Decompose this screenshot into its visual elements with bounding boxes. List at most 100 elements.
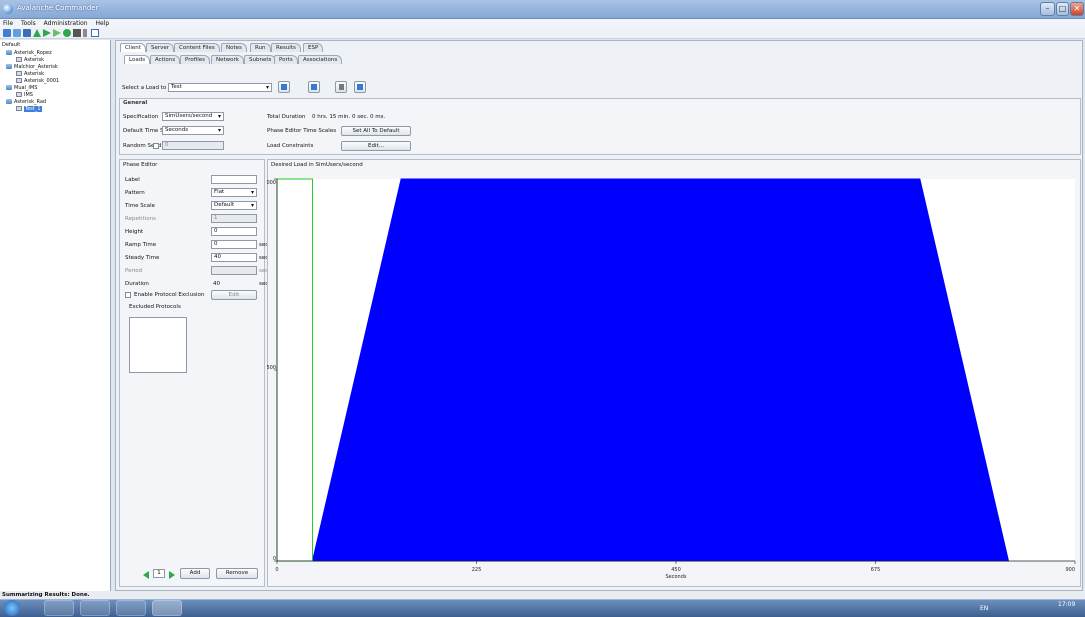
period-label: Period: [125, 268, 143, 274]
phase-editor-time-scales-label: Phase Editor Time Scales: [267, 128, 337, 134]
ramp-time-label: Ramp Time: [125, 242, 157, 248]
tab-run[interactable]: Run: [250, 43, 271, 52]
next-phase-icon[interactable]: [169, 571, 175, 579]
clock-time[interactable]: 17:09: [1058, 601, 1076, 608]
test-document-icon: [16, 92, 22, 97]
chart-title: Desired Load in SimUsers/second: [271, 162, 363, 168]
x-tick-label: 450: [671, 567, 681, 573]
delete-load-button[interactable]: [335, 81, 347, 93]
stop-icon[interactable]: [73, 29, 81, 37]
steady-time-input[interactable]: 40: [211, 253, 257, 262]
phase-time-scale-select[interactable]: Default: [211, 201, 257, 210]
random-seed-input[interactable]: 0: [162, 141, 224, 150]
load-constraints-edit-button[interactable]: Edit...: [341, 141, 411, 151]
specification-select[interactable]: SimUsers/second: [162, 112, 224, 121]
taskbar-app-icon[interactable]: [116, 600, 146, 616]
test-tree-panel: Default Asterisk_Ropez Asterisk Malchior…: [0, 40, 111, 591]
minimize-button[interactable]: –: [1040, 2, 1055, 16]
tree-item-asterisk[interactable]: Asterisk: [16, 57, 44, 64]
tab-client[interactable]: Client: [120, 43, 146, 52]
tree-item-asterisk-rad[interactable]: Asterisk_Rad: [6, 99, 46, 106]
repetitions-label: Repetitions: [125, 216, 156, 222]
tab-content-files[interactable]: Content Files: [174, 43, 220, 52]
x-tick-label: 675: [871, 567, 881, 573]
random-seed-checkbox[interactable]: [153, 143, 159, 149]
set-all-to-default-button[interactable]: Set All To Default: [341, 126, 411, 136]
x-axis-label: Seconds: [665, 574, 686, 580]
enable-protocol-exclusion-checkbox[interactable]: [125, 292, 131, 298]
test-document-icon: [16, 57, 22, 62]
default-time-scale-select[interactable]: Seconds: [162, 126, 224, 135]
run-next-icon[interactable]: [53, 29, 61, 37]
taskbar-avalanche-icon[interactable]: [152, 600, 182, 616]
tree-item-default[interactable]: Default: [2, 42, 21, 48]
tree-item-mual-ims[interactable]: Mual_IMS: [6, 85, 37, 92]
tree-item-malchior-asterisk[interactable]: Malchior_Asterisk: [6, 64, 58, 71]
x-tick-label: 225: [472, 567, 482, 573]
load-select[interactable]: Test: [168, 83, 272, 92]
tree-item-asterisk-0001[interactable]: Asterisk_0001: [16, 78, 59, 85]
maximize-button[interactable]: □: [1056, 2, 1069, 16]
tab-network[interactable]: Network: [211, 55, 244, 64]
previous-phase-icon[interactable]: [143, 571, 149, 579]
select-load-label: Select a Load to Edit:: [122, 85, 181, 91]
tree-item-ims[interactable]: IMS: [16, 92, 33, 99]
arrow-up-icon[interactable]: [33, 29, 41, 37]
excluded-protocols-list[interactable]: [129, 317, 187, 373]
start-button-icon[interactable]: [4, 600, 20, 616]
folder-icon: [6, 64, 12, 69]
x-tick-label: 900: [1065, 567, 1075, 573]
remove-phase-button[interactable]: Remove: [216, 568, 258, 579]
total-duration-value: 0 hrs. 15 min. 0 sec. 0 ms.: [312, 114, 386, 120]
steady-time-label: Steady Time: [125, 255, 160, 261]
menu-administration[interactable]: Administration: [43, 20, 88, 27]
phase-editor-panel: [119, 159, 265, 587]
tab-results[interactable]: Results: [271, 43, 301, 52]
separator-icon: [83, 29, 87, 37]
protocol-exclusion-edit-button[interactable]: Edit: [211, 290, 257, 300]
tab-ports[interactable]: Ports: [274, 55, 298, 64]
tree-item-asterisk-2[interactable]: Asterisk: [16, 71, 44, 78]
open-icon[interactable]: [13, 29, 21, 37]
save-icon[interactable]: [23, 29, 31, 37]
new-test-icon[interactable]: [3, 29, 11, 37]
height-input[interactable]: 0: [211, 227, 257, 236]
tree-item-asterisk-ropez[interactable]: Asterisk_Ropez: [6, 50, 52, 57]
tab-notes[interactable]: Notes: [221, 43, 247, 52]
taskbar-folder-icon[interactable]: [80, 600, 110, 616]
tab-subnets[interactable]: Subnets: [244, 55, 277, 64]
excluded-protocols-label: Excluded Protocols: [129, 304, 181, 310]
window-title: Avalanche Commander: [17, 4, 99, 12]
tree-item-test-1[interactable]: Test_1: [16, 106, 42, 113]
y-tick-label: 1000: [267, 180, 276, 186]
test-document-icon: [16, 71, 22, 76]
tab-loads[interactable]: Loads: [124, 55, 151, 64]
period-input[interactable]: [211, 266, 257, 275]
pattern-select[interactable]: Flat: [211, 188, 257, 197]
phase-label-input[interactable]: [211, 175, 257, 184]
menu-file[interactable]: File: [3, 20, 14, 27]
close-button[interactable]: ✕: [1070, 2, 1084, 16]
connect-icon[interactable]: [63, 29, 71, 37]
default-time-scale-label: Default Time Scale: [123, 128, 175, 134]
phase-number-field[interactable]: 1: [153, 569, 165, 578]
run-icon[interactable]: [43, 29, 51, 37]
menu-help[interactable]: Help: [95, 20, 110, 27]
save-load-button[interactable]: [354, 81, 366, 93]
ramp-time-input[interactable]: 0: [211, 240, 257, 249]
tab-associations[interactable]: Associations: [298, 55, 343, 64]
help-icon[interactable]: [91, 29, 99, 37]
menu-tools[interactable]: Tools: [20, 20, 36, 27]
add-phase-button[interactable]: Add: [180, 568, 210, 579]
tab-esp[interactable]: ESP: [303, 43, 324, 52]
tab-profiles[interactable]: Profiles: [180, 55, 210, 64]
tab-actions[interactable]: Actions: [150, 55, 181, 64]
copy-load-button[interactable]: [308, 81, 320, 93]
repetitions-input[interactable]: 1: [211, 214, 257, 223]
language-indicator[interactable]: EN: [980, 605, 989, 612]
duration-unit: sec.: [259, 281, 271, 287]
new-load-button[interactable]: [278, 81, 290, 93]
phase-time-scale-label: Time Scale: [125, 203, 156, 209]
taskbar-browser-icon[interactable]: [44, 600, 74, 616]
tab-server[interactable]: Server: [146, 43, 175, 52]
